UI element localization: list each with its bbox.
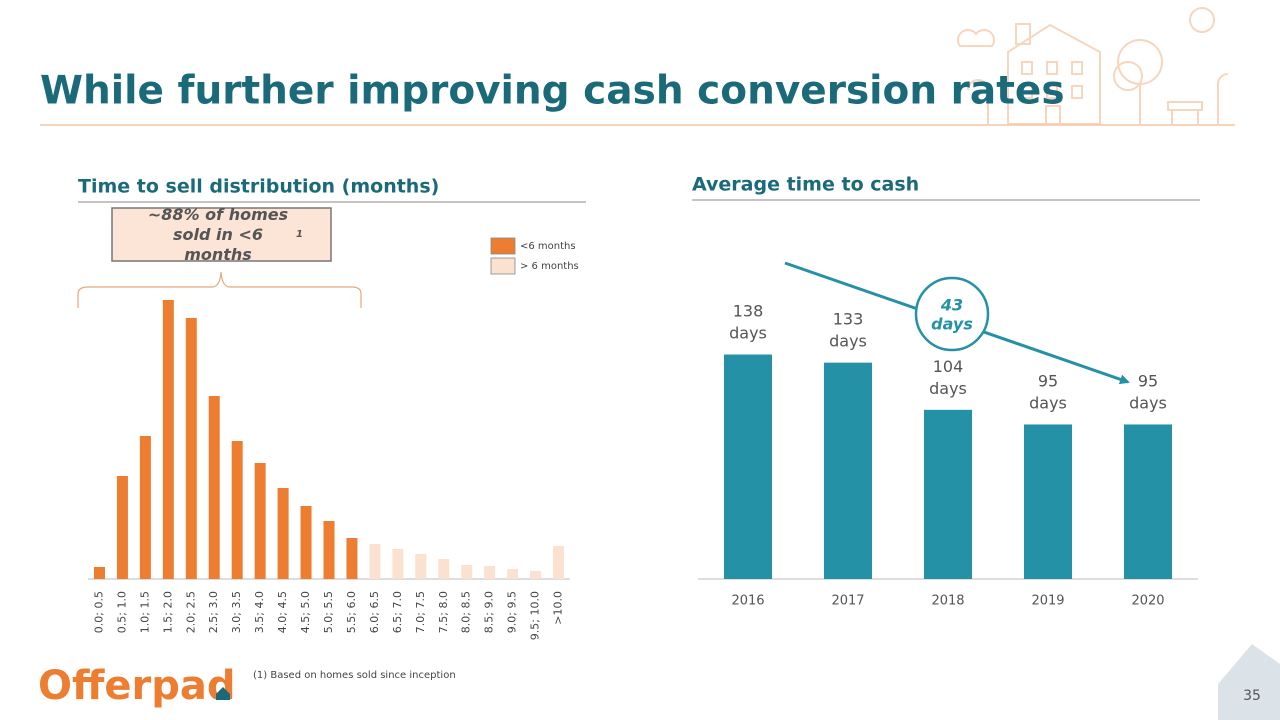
bar — [1124, 424, 1172, 579]
slide-title: While further improving cash conversion … — [40, 69, 1065, 114]
x-tick-label: 8.0; 8.5 — [460, 591, 473, 633]
bar — [277, 488, 289, 579]
bar — [116, 476, 128, 579]
x-tick-label: 8.5; 9.0 — [483, 591, 496, 633]
x-tick-label: >10.0 — [552, 591, 565, 625]
bar — [254, 463, 266, 579]
chart-title: Average time to cash — [692, 174, 919, 196]
value-label: 104 days — [929, 356, 967, 397]
x-tick-label: 1.5; 2.0 — [161, 591, 174, 633]
bar — [553, 546, 565, 579]
value-label: 133 days — [829, 309, 867, 350]
bar — [530, 571, 542, 579]
x-tick-label: 2.5; 3.0 — [207, 591, 220, 633]
x-tick-label: 3.0; 3.5 — [230, 591, 243, 633]
page-number: 35 — [1243, 688, 1261, 704]
x-tick-label: 2016 — [731, 594, 764, 609]
bar — [346, 538, 358, 579]
logo: Offerpad — [38, 663, 236, 709]
decoration — [957, 7, 1229, 125]
x-tick-label: 9.0; 9.5 — [506, 591, 519, 633]
x-tick-label: 2.0; 2.5 — [184, 591, 197, 633]
x-tick-label: 2018 — [931, 594, 964, 609]
bar — [392, 549, 404, 579]
x-tick-label: 0.5; 1.0 — [115, 591, 128, 633]
annotation-circle — [914, 276, 990, 352]
legend-swatch — [490, 257, 516, 275]
bar — [724, 354, 772, 579]
bar — [484, 566, 496, 579]
x-tick-label: 2020 — [1131, 594, 1164, 609]
bar — [461, 565, 473, 579]
bar — [369, 544, 381, 579]
bar — [415, 554, 427, 579]
annotation-wrap: ~88% of homes sold in <6 months 1 — [112, 208, 331, 261]
x-tick-label: 0.0; 0.5 — [92, 591, 105, 633]
annotation-box — [111, 207, 332, 262]
annotation-note: 1 — [296, 228, 303, 240]
legend-swatch — [490, 237, 516, 255]
logo-icon — [216, 687, 230, 700]
x-tick-label: 7.5; 8.0 — [437, 591, 450, 633]
annotation-circle-label: 43 days — [931, 295, 973, 333]
x-tick-label: 2019 — [1031, 594, 1064, 609]
bar — [323, 521, 335, 579]
bracket — [77, 271, 362, 308]
bar — [185, 318, 197, 579]
bar — [824, 362, 872, 579]
x-tick-label: 9.5; 10.0 — [529, 591, 542, 640]
x-tick-label: 3.5; 4.0 — [253, 591, 266, 633]
x-tick-label: 6.5; 7.0 — [391, 591, 404, 633]
bar — [438, 559, 450, 579]
bar — [139, 436, 151, 579]
value-label: 95 days — [1129, 371, 1167, 412]
bar — [93, 567, 105, 579]
value-label: 138 days — [729, 301, 767, 342]
footnote: (1) Based on homes sold since inception — [253, 670, 456, 681]
x-tick-label: 7.0; 7.5 — [414, 591, 427, 633]
bar — [300, 506, 312, 579]
value-label: 95 days — [1029, 371, 1067, 412]
bar — [231, 441, 243, 579]
x-tick-label: 1.0; 1.5 — [138, 591, 151, 633]
bar — [1024, 424, 1072, 579]
x-tick-label: 6.0; 6.5 — [368, 591, 381, 633]
annotation: ~88% of homes sold in <6 months 1 — [112, 208, 331, 261]
corner-shape — [1218, 644, 1280, 720]
x-tick-label: 4.0; 4.5 — [276, 591, 289, 633]
chart-title: Time to sell distribution (months) — [78, 176, 439, 198]
x-tick-label: 5.0; 5.5 — [322, 591, 335, 633]
bar — [208, 396, 220, 579]
x-tick-label: 5.5; 6.0 — [345, 591, 358, 633]
bar — [162, 300, 174, 579]
bar — [924, 409, 972, 579]
x-tick-label: 2017 — [831, 594, 864, 609]
x-tick-label: 4.5; 5.0 — [299, 591, 312, 633]
bar — [507, 569, 519, 579]
annotation-text: ~88% of homes sold in <6 months — [147, 208, 289, 261]
legend-label: > 6 months — [520, 261, 579, 272]
legend-label: <6 months — [520, 241, 576, 252]
